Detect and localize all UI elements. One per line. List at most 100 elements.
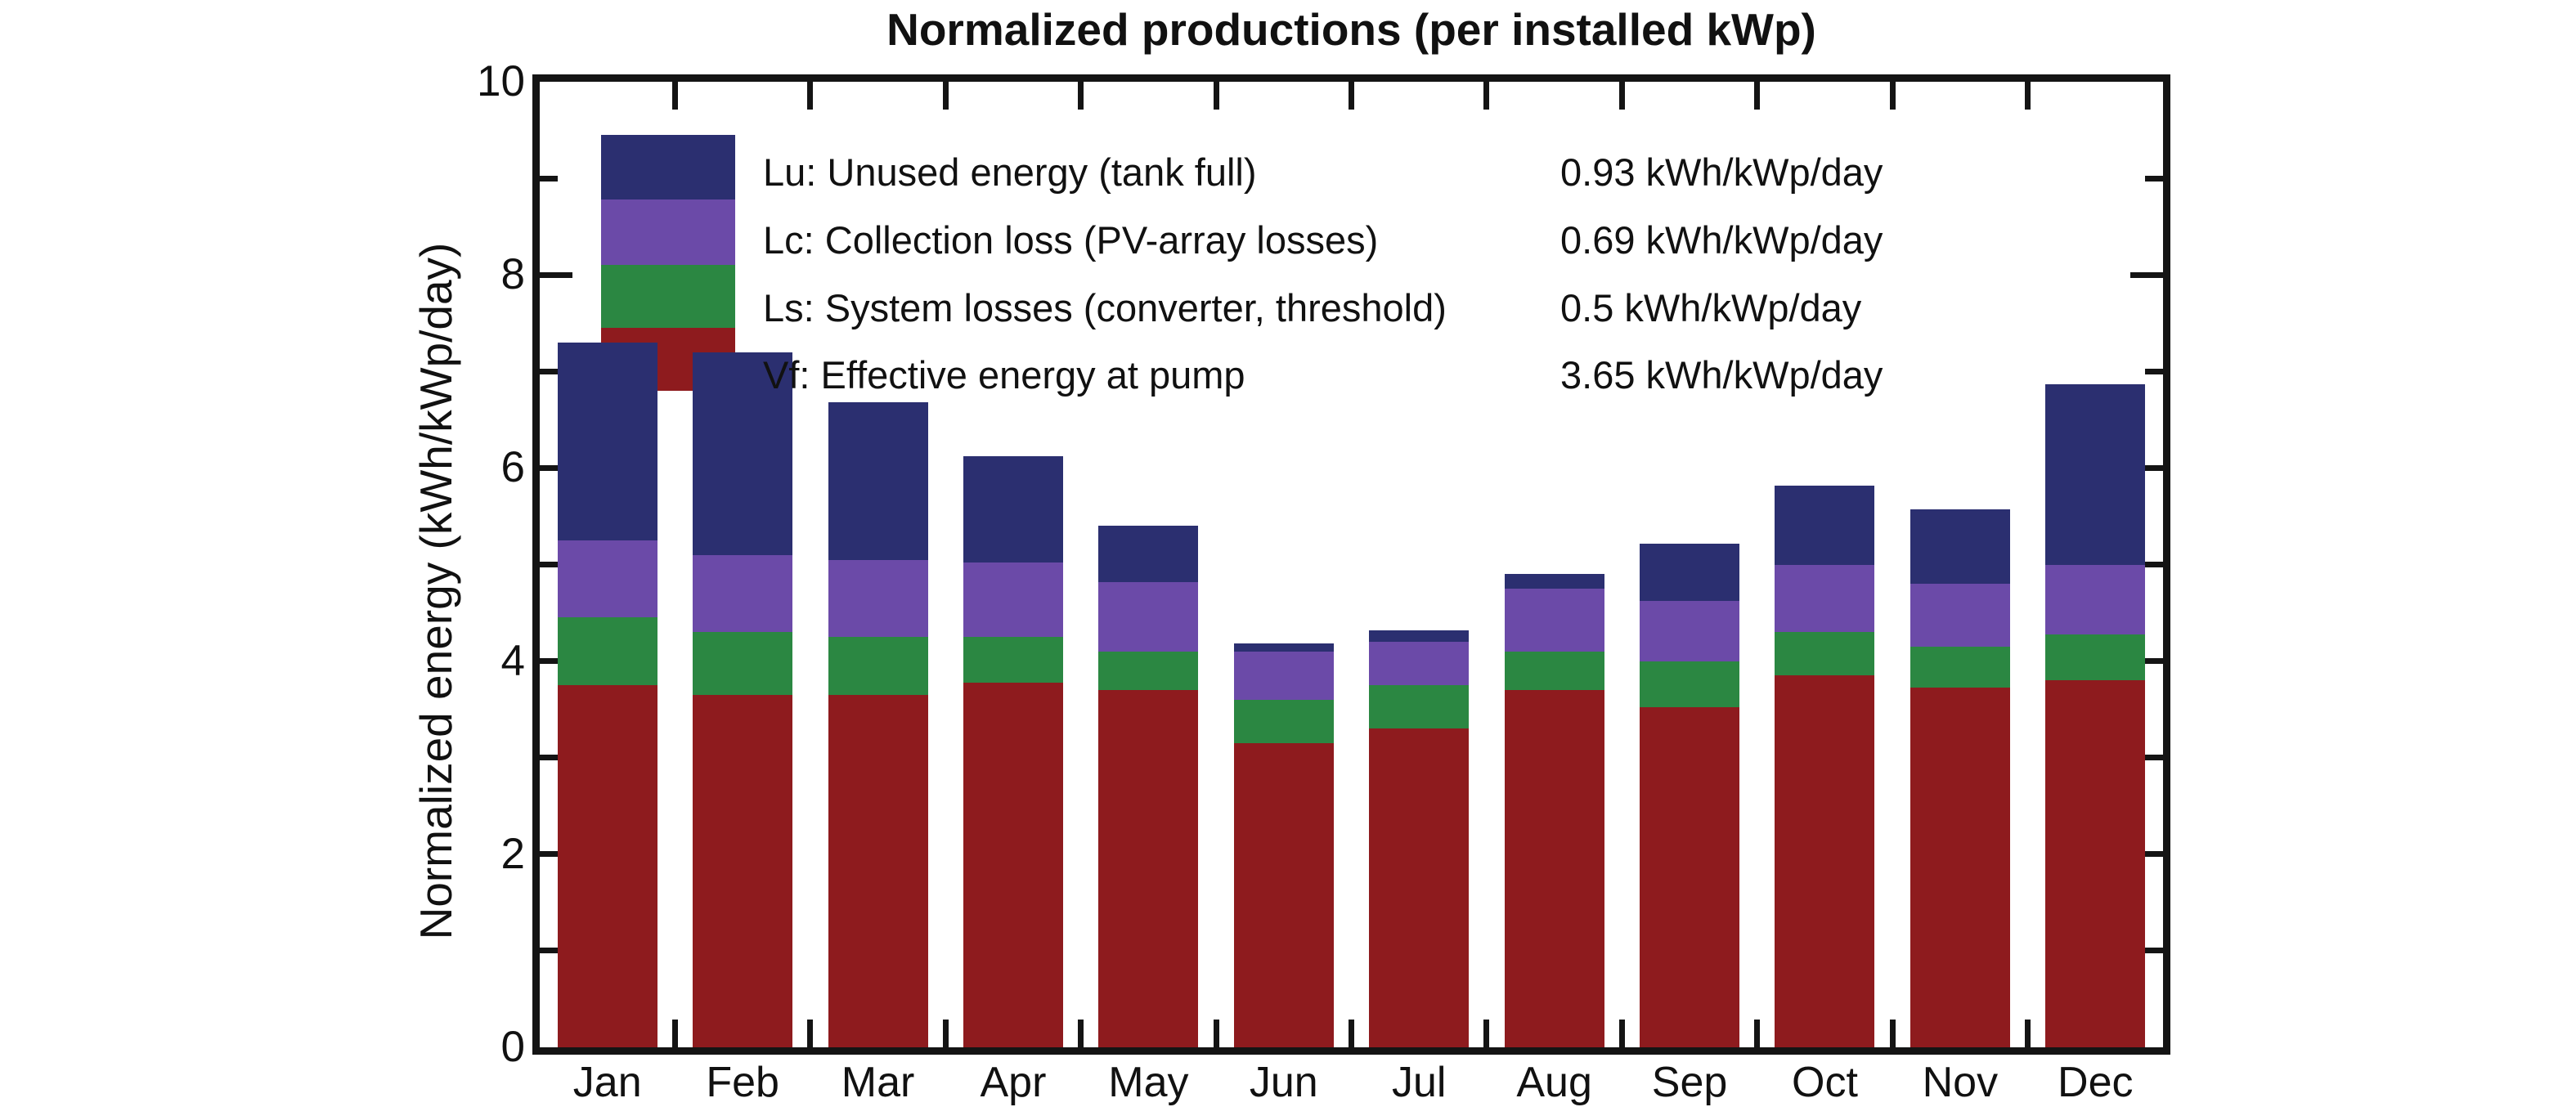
x-tick-label-jan: Jan [572, 1059, 642, 1106]
x-tick-top [1349, 82, 1354, 110]
bar-jun-lu [1233, 643, 1334, 652]
y-tick-label-10: 10 [477, 57, 525, 105]
bar-aug-lc [1504, 589, 1604, 652]
bar-aug-lu [1504, 574, 1604, 589]
bar-aug-ls [1504, 651, 1604, 691]
legend-label-lu: Lu: Unused energy (tank full) [763, 150, 1257, 194]
bar-dec-lc [2045, 564, 2146, 634]
bar-jul-lc [1369, 641, 1470, 686]
bar-apr-ls [963, 637, 1063, 683]
x-tick-label-nov: Nov [1922, 1059, 1999, 1106]
x-tick-top [1213, 82, 1219, 110]
x-tick-bottom [1754, 1020, 1761, 1047]
bar-mar-ls [828, 637, 928, 695]
legend-label-lc: Lc: Collection loss (PV-array losses) [763, 218, 1379, 262]
bar-sep-lu [1640, 543, 1740, 602]
ghost-bar-segment-lc [601, 199, 735, 266]
y-tick-left [540, 755, 558, 761]
bar-jan-vf [557, 685, 657, 1047]
y-tick-right [2145, 562, 2163, 567]
y-tick-right [2145, 948, 2163, 954]
y-tick-left [540, 271, 572, 278]
x-tick-bottom [1889, 1020, 1896, 1047]
bar-oct-lc [1775, 564, 1875, 633]
chart-title: Normalized productions (per installed kW… [886, 4, 1816, 55]
bar-sep-ls [1640, 661, 1740, 708]
x-tick-bottom [1213, 1020, 1219, 1047]
bar-apr-vf [963, 682, 1063, 1047]
bar-feb-lu [693, 352, 793, 555]
x-tick-bottom [807, 1020, 814, 1047]
y-tick-left [540, 948, 558, 954]
x-tick-top [1889, 82, 1896, 110]
y-tick-right [2130, 271, 2163, 278]
legend-value-lc: 0.69 kWh/kWp/day [1560, 218, 1883, 262]
bar-apr-lu [963, 456, 1063, 563]
bar-dec-vf [2045, 680, 2146, 1047]
x-tick-label-mar: Mar [841, 1059, 915, 1106]
y-tick-right [2130, 464, 2163, 471]
bar-sep-lc [1640, 601, 1740, 661]
x-tick-top [1754, 82, 1761, 110]
bar-apr-lc [963, 562, 1063, 638]
x-tick-bottom [1618, 1020, 1625, 1047]
y-tick-label-0: 0 [500, 1023, 525, 1071]
bar-nov-lu [1910, 509, 2010, 585]
y-tick-right [2130, 658, 2163, 665]
bar-dec-ls [2045, 634, 2146, 681]
bar-may-lu [1098, 526, 1199, 582]
x-tick-bottom [1483, 1020, 1490, 1047]
bar-jan-ls [557, 617, 657, 686]
x-tick-top [807, 82, 814, 110]
x-tick-top [1483, 82, 1490, 110]
y-tick-left [540, 368, 558, 374]
x-tick-bottom [671, 1020, 678, 1047]
bar-jul-lu [1369, 630, 1470, 642]
y-tick-left [540, 658, 572, 665]
x-tick-top [1078, 82, 1084, 110]
x-tick-label-jun: Jun [1249, 1059, 1318, 1106]
bar-jun-ls [1233, 699, 1334, 743]
x-tick-label-dec: Dec [2058, 1059, 2134, 1106]
bar-jul-vf [1369, 728, 1470, 1047]
bar-oct-ls [1775, 632, 1875, 676]
ghost-bar-segment-ls [601, 265, 735, 329]
bar-may-lc [1098, 581, 1199, 652]
legend-label-vf: Vf: Effective energy at pump [763, 353, 1245, 397]
bar-mar-lc [828, 559, 928, 638]
y-tick-label-2: 2 [500, 829, 525, 878]
bar-jun-lc [1233, 651, 1334, 700]
bar-mar-lu [828, 402, 928, 560]
y-tick-label-6: 6 [500, 443, 525, 492]
bar-jan-lc [557, 540, 657, 618]
bar-oct-lu [1775, 485, 1875, 565]
x-tick-bottom [1349, 1020, 1354, 1047]
y-tick-right [2145, 368, 2163, 374]
x-tick-bottom [942, 1020, 949, 1047]
x-tick-bottom [2025, 1020, 2031, 1047]
y-tick-left [540, 851, 572, 858]
x-tick-label-sep: Sep [1651, 1059, 1728, 1106]
bar-jan-lu [557, 342, 657, 540]
bar-oct-vf [1775, 675, 1875, 1047]
legend-value-ls: 0.5 kWh/kWp/day [1560, 286, 1862, 329]
bar-sep-vf [1640, 707, 1740, 1047]
y-tick-right [2145, 755, 2163, 761]
x-tick-bottom [1078, 1020, 1084, 1047]
x-tick-top [2025, 82, 2031, 110]
y-tick-right [2130, 851, 2163, 858]
bar-nov-lc [1910, 584, 2010, 647]
bar-feb-ls [693, 632, 793, 695]
y-tick-left [540, 175, 558, 182]
x-tick-label-aug: Aug [1516, 1059, 1592, 1106]
bar-feb-lc [693, 554, 793, 633]
y-tick-label-8: 8 [500, 250, 525, 299]
y-tick-left [540, 562, 558, 567]
bar-may-vf [1098, 690, 1199, 1047]
plot-area [532, 74, 2170, 1055]
ghost-bar-segment-lu [601, 134, 735, 200]
bar-may-ls [1098, 651, 1199, 691]
x-tick-label-jul: Jul [1391, 1059, 1447, 1106]
x-tick-label-may: May [1108, 1059, 1189, 1106]
